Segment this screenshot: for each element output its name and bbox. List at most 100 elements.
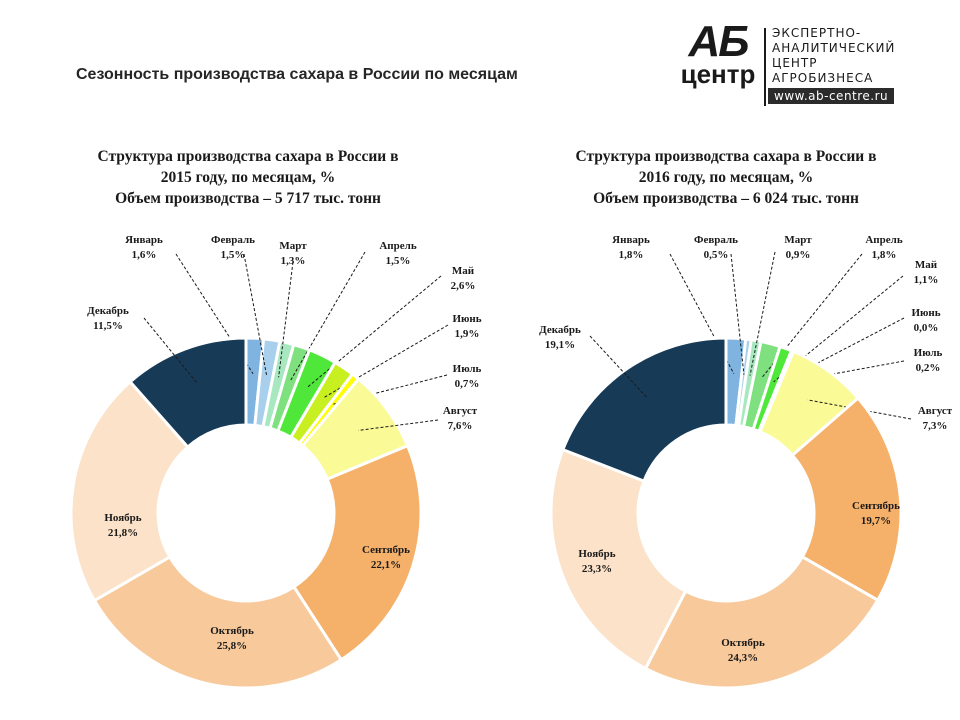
slice-label-category: Май xyxy=(915,259,938,271)
leader-line-2016-12 xyxy=(589,335,648,399)
leader-line-2016-3 xyxy=(749,251,776,376)
slice-label-2016-8: Август 7,3% xyxy=(918,405,953,432)
slice-label-value: 1,8% xyxy=(619,249,644,261)
slice-2015-10[interactable] xyxy=(92,554,344,690)
slice-label-value: 11,5% xyxy=(93,320,123,332)
slice-label-category: Апрель xyxy=(379,240,416,252)
slice-label-category: Декабрь xyxy=(539,324,581,336)
logo-line: АНАЛИТИЧЕСКИЙ xyxy=(772,41,896,55)
slice-label-value: 24,3% xyxy=(728,652,758,664)
slice-label-category: Июль xyxy=(453,363,482,375)
slice-label-value: 1,1% xyxy=(914,274,939,286)
page-title: Сезонность производства сахара в России … xyxy=(76,66,518,83)
slice-label-value: 1,5% xyxy=(221,249,246,261)
logo-mark: АБ центр xyxy=(676,17,760,89)
slice-label-value: 19,1% xyxy=(545,339,575,351)
slice-label-2016-12: Декабрь 19,1% xyxy=(539,324,581,351)
slice-label-category: Декабрь xyxy=(87,305,129,317)
leader-line-2016-1 xyxy=(669,253,735,374)
slice-label-2016-6: Июнь 0,0% xyxy=(911,307,940,334)
logo-line: ЭКСПЕРТНО- xyxy=(772,26,862,40)
slice-label-value: 2,6% xyxy=(451,280,476,292)
chart-title-2015: Структура производства сахара в России в… xyxy=(48,146,448,209)
chart-title-line: 2015 году, по месяцам, % xyxy=(160,169,336,186)
leader-line-2015-6 xyxy=(323,324,449,398)
logo-line: ЦЕНТР xyxy=(772,56,818,70)
slice-label-category: Август xyxy=(443,405,478,417)
slice-label-2015-12: Декабрь 11,5% xyxy=(87,305,129,332)
slice-label-category: Октябрь xyxy=(721,637,765,649)
slice-label-category: Январь xyxy=(125,234,163,246)
slice-label-value: 1,3% xyxy=(281,255,306,267)
slice-label-value: 0,7% xyxy=(455,378,480,390)
slice-label-2016-1: Январь 1,8% xyxy=(612,234,650,261)
leader-line-2016-2 xyxy=(730,253,745,375)
slice-label-2015-3: Март 1,3% xyxy=(279,240,307,267)
slice-2016-10[interactable] xyxy=(643,554,880,690)
slice-label-category: Июль xyxy=(914,347,943,359)
leader-line-2015-12 xyxy=(143,317,198,383)
slice-label-2016-10: Октябрь 24,3% xyxy=(721,637,765,664)
slice-label-category: Октябрь xyxy=(210,625,254,637)
slice-label-value: 19,7% xyxy=(861,515,891,527)
slice-2015-11[interactable] xyxy=(69,379,190,603)
slice-label-category: Июнь xyxy=(452,313,481,325)
slice-label-value: 0,5% xyxy=(704,249,729,261)
slice-label-2015-2: Февраль 1,5% xyxy=(211,234,255,261)
logo-text: ЭКСПЕРТНО- АНАЛИТИЧЕСКИЙ ЦЕНТР АГРОБИЗНЕ… xyxy=(772,26,922,86)
slice-label-category: Май xyxy=(452,265,475,277)
slice-label-value: 1,6% xyxy=(132,249,157,261)
donut-2016: Январь 1,8% Февраль 0,5% Март 0,9% Апрель 1,8% М… xyxy=(539,234,953,690)
slice-label-2015-8: Август 7,6% xyxy=(443,405,478,432)
slice-label-2016-3: Март 0,9% xyxy=(784,234,812,261)
slice-label-2016-11: Ноябрь 23,3% xyxy=(578,548,615,575)
logo-mark-top: АБ xyxy=(688,17,750,66)
chart-title-line: Объем производства – 6 024 тыс. тонн xyxy=(593,190,859,207)
slice-label-value: 1,8% xyxy=(872,249,897,261)
leader-line-2016-4 xyxy=(761,253,863,379)
leader-line-2016-5 xyxy=(773,275,904,383)
slice-label-value: 1,5% xyxy=(386,255,411,267)
logo-divider xyxy=(764,28,766,106)
slice-label-value: 25,8% xyxy=(217,640,247,652)
chart-title-2016: Структура производства сахара в России в… xyxy=(526,146,926,209)
slice-label-category: Февраль xyxy=(694,234,738,246)
slice-label-category: Сентябрь xyxy=(852,500,900,512)
slice-2015-9[interactable] xyxy=(291,443,423,662)
slice-2015-12[interactable] xyxy=(128,336,248,450)
chart-title-line: Структура производства сахара в России в xyxy=(575,148,877,165)
chart-title-line: Структура производства сахара в России в xyxy=(97,148,399,165)
slice-label-2015-7: Июль 0,7% xyxy=(453,363,482,390)
leader-line-2015-5 xyxy=(306,275,442,388)
leader-line-2015-1 xyxy=(175,253,254,374)
slice-label-category: Сентябрь xyxy=(362,544,410,556)
slice-label-value: 0,0% xyxy=(914,322,939,334)
leader-line-2016-6 xyxy=(777,317,905,385)
slice-2016-11[interactable] xyxy=(549,447,688,671)
slice-label-category: Август xyxy=(918,405,953,417)
slice-label-value: 22,1% xyxy=(371,559,401,571)
slice-label-value: 0,2% xyxy=(916,362,941,374)
slice-label-value: 7,6% xyxy=(448,420,473,432)
slice-label-category: Ноябрь xyxy=(578,548,615,560)
slice-2016-12[interactable] xyxy=(560,336,728,484)
logo-url[interactable]: www.ab-centre.ru xyxy=(768,88,895,104)
chart-title-line: Объем производства – 5 717 тыс. тонн xyxy=(115,190,381,207)
slice-label-value: 1,9% xyxy=(455,328,480,340)
slice-label-2015-11: Ноябрь 21,8% xyxy=(104,512,141,539)
logo-mark-bottom: центр xyxy=(680,59,756,89)
slice-label-category: Февраль xyxy=(211,234,255,246)
slice-label-2016-4: Апрель 1,8% xyxy=(865,234,902,261)
slice-label-2015-10: Октябрь 25,8% xyxy=(210,625,254,652)
slice-label-category: Июнь xyxy=(911,307,940,319)
leader-line-2015-8 xyxy=(358,419,439,431)
slice-label-2015-6: Июнь 1,9% xyxy=(452,313,481,340)
slice-label-2015-4: Апрель 1,5% xyxy=(379,240,416,267)
slice-label-value: 23,3% xyxy=(582,563,612,575)
slice-label-category: Март xyxy=(784,234,812,246)
slice-label-2016-2: Февраль 0,5% xyxy=(694,234,738,261)
slice-label-value: 21,8% xyxy=(108,527,138,539)
slice-label-2016-9: Сентябрь 19,7% xyxy=(852,500,900,527)
slice-2016-9[interactable] xyxy=(790,395,903,603)
